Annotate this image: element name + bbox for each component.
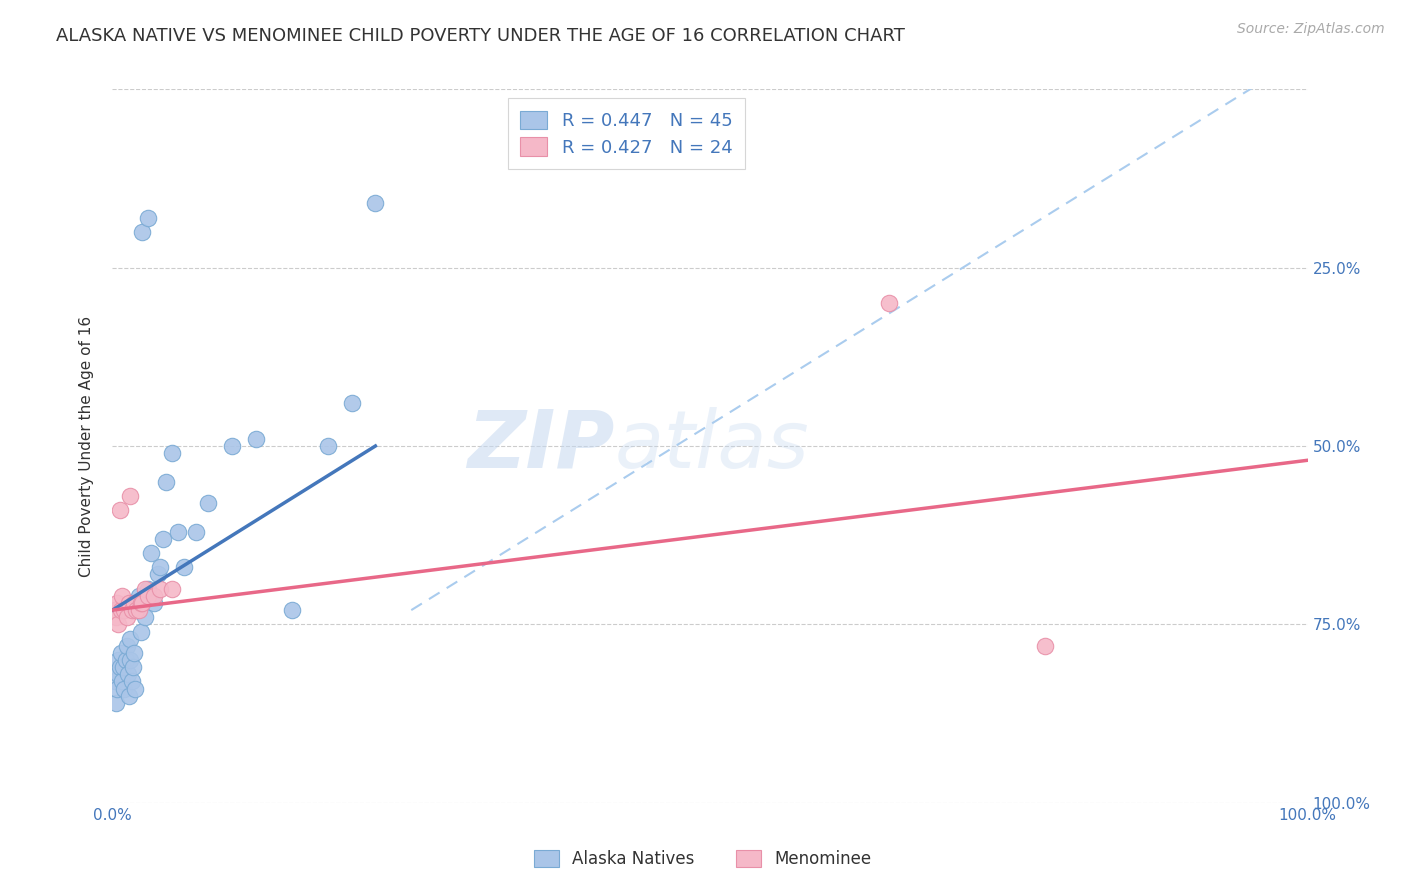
Text: ALASKA NATIVE VS MENOMINEE CHILD POVERTY UNDER THE AGE OF 16 CORRELATION CHART: ALASKA NATIVE VS MENOMINEE CHILD POVERTY… xyxy=(56,27,905,45)
Text: atlas: atlas xyxy=(614,407,810,485)
Point xyxy=(115,639,138,653)
Y-axis label: Child Poverty Under the Age of 16: Child Poverty Under the Age of 16 xyxy=(79,316,94,576)
Point xyxy=(122,646,145,660)
Point xyxy=(121,603,143,617)
Point xyxy=(117,667,139,681)
Point xyxy=(128,589,150,603)
Text: ZIP: ZIP xyxy=(467,407,614,485)
Point xyxy=(143,596,166,610)
Point xyxy=(111,589,134,603)
Point xyxy=(152,532,174,546)
Point xyxy=(146,567,169,582)
Point xyxy=(131,225,153,239)
Point xyxy=(107,667,129,681)
Point xyxy=(879,296,901,310)
Point xyxy=(105,681,128,696)
Point xyxy=(138,211,160,225)
Point xyxy=(104,603,127,617)
Point xyxy=(120,653,142,667)
Point xyxy=(162,446,183,460)
Point xyxy=(134,582,156,596)
Point xyxy=(131,596,153,610)
Point xyxy=(129,596,152,610)
Point xyxy=(114,681,135,696)
Point xyxy=(105,596,128,610)
Point xyxy=(104,674,127,689)
Point xyxy=(105,610,128,624)
Point xyxy=(121,660,143,674)
Point xyxy=(143,589,166,603)
Point xyxy=(118,596,141,610)
Point xyxy=(281,603,304,617)
Point xyxy=(134,610,156,624)
Point xyxy=(138,582,160,596)
Point xyxy=(221,439,243,453)
Point xyxy=(129,624,152,639)
Point xyxy=(167,524,190,539)
Point xyxy=(139,546,162,560)
Point xyxy=(128,603,150,617)
Point xyxy=(124,681,146,696)
Legend: R = 0.447   N = 45, R = 0.427   N = 24: R = 0.447 N = 45, R = 0.427 N = 24 xyxy=(508,98,745,169)
Legend: Alaska Natives, Menominee: Alaska Natives, Menominee xyxy=(527,843,879,875)
Point xyxy=(111,674,134,689)
Point xyxy=(108,660,131,674)
Point xyxy=(162,582,183,596)
Point xyxy=(114,603,135,617)
Point xyxy=(122,596,145,610)
Point xyxy=(149,560,172,574)
Point xyxy=(245,432,267,446)
Point xyxy=(125,603,148,617)
Point xyxy=(186,524,208,539)
Text: Source: ZipAtlas.com: Source: ZipAtlas.com xyxy=(1237,22,1385,37)
Point xyxy=(1033,639,1056,653)
Point xyxy=(120,632,142,646)
Point xyxy=(121,674,143,689)
Point xyxy=(364,196,387,211)
Point xyxy=(173,560,195,574)
Point xyxy=(125,603,148,617)
Point xyxy=(197,496,219,510)
Point xyxy=(110,603,132,617)
Point xyxy=(110,646,132,660)
Point xyxy=(115,610,138,624)
Point xyxy=(138,589,160,603)
Point xyxy=(112,660,135,674)
Point xyxy=(155,475,177,489)
Point xyxy=(105,696,128,710)
Point xyxy=(114,653,136,667)
Point xyxy=(316,439,339,453)
Point xyxy=(131,596,153,610)
Point xyxy=(118,689,141,703)
Point xyxy=(340,396,363,410)
Point xyxy=(107,653,129,667)
Point xyxy=(107,617,129,632)
Point xyxy=(120,489,142,503)
Point xyxy=(108,503,131,517)
Point xyxy=(149,582,172,596)
